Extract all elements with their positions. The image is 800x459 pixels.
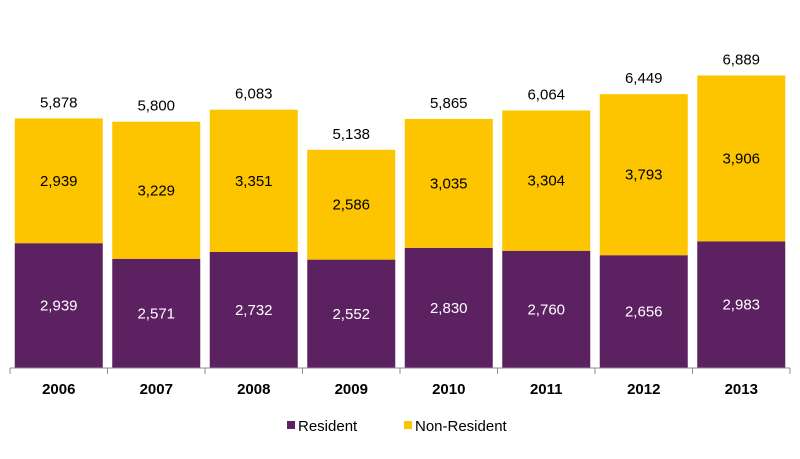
data-label-resident-2011: 2,760	[527, 301, 565, 318]
total-label-2007: 5,800	[137, 98, 175, 115]
x-tick-label-2008: 2008	[237, 381, 270, 398]
data-label-non-resident-2007: 3,229	[137, 182, 175, 199]
bar-non-resident-2011	[502, 110, 591, 251]
data-label-resident-2010: 2,830	[430, 300, 468, 317]
data-label-resident-2006: 2,939	[40, 298, 78, 315]
x-axis: 2006 2007 2008 2009 2010 2011 2012 2013	[9, 367, 791, 398]
bar-non-resident-2013	[697, 75, 786, 242]
bar-resident-2010	[404, 247, 493, 368]
bars-layer: 2,939 2,939 5,878 2,571 3,229 5,800 2,732 3,351…	[14, 51, 786, 368]
data-label-resident-2008: 2,732	[235, 302, 273, 319]
total-label-2006: 5,878	[40, 94, 78, 111]
total-label-2011: 6,064	[527, 86, 565, 103]
x-tick-label-2007: 2007	[140, 381, 173, 398]
legend-swatch-non-resident	[404, 421, 412, 429]
data-label-resident-2009: 2,552	[332, 306, 370, 323]
total-label-2013: 6,889	[722, 51, 760, 68]
total-label-2010: 5,865	[430, 95, 468, 112]
x-tick-label-2010: 2010	[432, 381, 465, 398]
legend-swatch-resident	[287, 421, 295, 429]
bar-resident-2007	[112, 258, 201, 368]
total-label-2012: 6,449	[625, 70, 663, 87]
data-label-non-resident-2011: 3,304	[527, 173, 565, 190]
bar-non-resident-2007	[112, 121, 201, 259]
x-tick-label-2012: 2012	[627, 381, 660, 398]
bar-non-resident-2009	[307, 149, 396, 260]
bar-resident-2013	[697, 241, 786, 368]
x-tick-label-2006: 2006	[42, 381, 75, 398]
x-tick-label-2009: 2009	[335, 381, 368, 398]
data-label-non-resident-2012: 3,793	[625, 167, 663, 184]
bar-resident-2008	[209, 251, 298, 368]
data-label-non-resident-2006: 2,939	[40, 173, 78, 190]
data-label-non-resident-2013: 3,906	[722, 150, 760, 167]
data-label-non-resident-2010: 3,035	[430, 175, 468, 192]
x-tick-label-2013: 2013	[725, 381, 758, 398]
data-label-non-resident-2009: 2,586	[332, 197, 370, 214]
data-label-resident-2007: 2,571	[137, 305, 175, 322]
bar-non-resident-2006	[14, 118, 103, 244]
bar-non-resident-2012	[599, 94, 688, 256]
bar-resident-2012	[599, 255, 688, 368]
total-label-2008: 6,083	[235, 86, 273, 103]
data-label-resident-2012: 2,656	[625, 304, 663, 321]
total-label-2009: 5,138	[332, 126, 370, 143]
x-tick-label-2011: 2011	[530, 381, 563, 398]
bar-resident-2011	[502, 250, 591, 368]
data-label-resident-2013: 2,983	[722, 297, 760, 314]
legend-label-resident: Resident	[298, 418, 358, 435]
legend-label-non-resident: Non-Resident	[415, 418, 508, 435]
bar-non-resident-2008	[209, 109, 298, 252]
data-label-non-resident-2008: 3,351	[235, 173, 273, 190]
bar-resident-2009	[307, 259, 396, 368]
bar-non-resident-2010	[404, 118, 493, 248]
bar-resident-2006	[14, 243, 103, 368]
legend: Resident Non-Resident	[287, 418, 508, 435]
